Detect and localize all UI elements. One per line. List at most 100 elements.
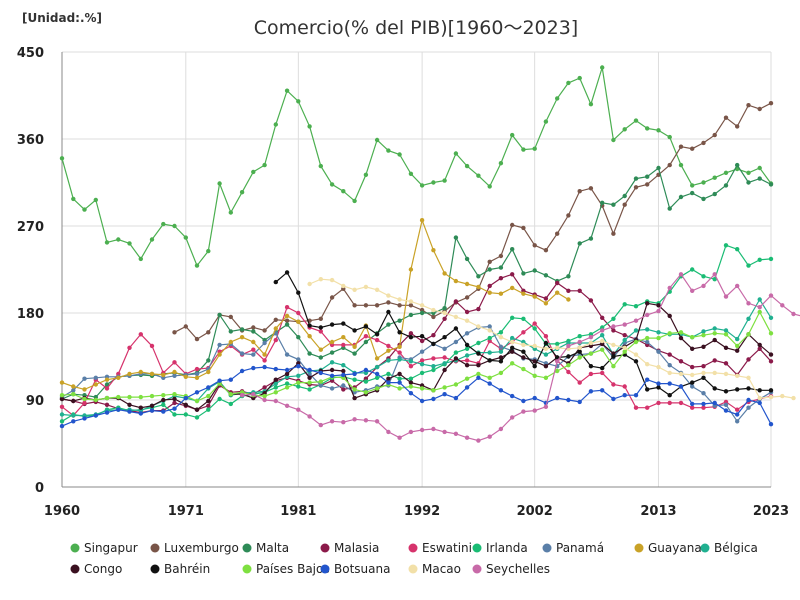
data-point xyxy=(735,336,740,342)
data-point xyxy=(453,350,459,355)
data-point xyxy=(363,390,369,395)
data-point xyxy=(273,366,278,372)
data-point xyxy=(577,380,582,385)
data-point xyxy=(217,342,222,348)
data-point xyxy=(543,346,549,351)
data-point xyxy=(217,181,222,186)
y-tick-label: 270 xyxy=(17,220,44,235)
data-point xyxy=(93,382,99,387)
data-point xyxy=(464,363,470,368)
data-point xyxy=(431,367,436,373)
data-point xyxy=(690,288,695,293)
data-point xyxy=(59,396,65,402)
legend-item[interactable]: Guayana xyxy=(634,541,702,555)
legend-item[interactable]: Bahréin xyxy=(150,562,211,576)
data-point xyxy=(498,291,504,296)
data-point xyxy=(656,330,661,335)
data-point xyxy=(566,274,571,279)
data-point xyxy=(723,345,729,350)
legend-item[interactable]: Congo xyxy=(70,562,123,576)
data-point xyxy=(532,343,537,349)
data-point xyxy=(757,165,762,171)
data-point xyxy=(464,281,470,287)
legend-marker xyxy=(242,543,252,553)
data-point xyxy=(307,334,312,339)
data-point xyxy=(757,400,762,406)
data-point xyxy=(71,388,76,393)
legend-label: Congo xyxy=(84,562,122,576)
data-point xyxy=(735,373,740,378)
legend-item[interactable]: Irlanda xyxy=(472,541,528,555)
data-point xyxy=(239,351,245,356)
data-point xyxy=(757,106,762,112)
data-point xyxy=(161,221,166,227)
data-point xyxy=(228,339,233,345)
data-point xyxy=(622,337,627,343)
data-point xyxy=(690,146,695,151)
data-point xyxy=(284,367,290,373)
data-point xyxy=(768,388,774,393)
data-point xyxy=(498,335,504,340)
data-point xyxy=(307,281,312,287)
data-point xyxy=(701,391,706,396)
data-point xyxy=(768,256,774,262)
data-point xyxy=(296,335,301,340)
legend-item[interactable]: Panamá xyxy=(542,541,605,555)
data-point xyxy=(284,403,290,408)
legend-item[interactable]: Malta xyxy=(242,541,290,555)
data-point xyxy=(82,400,87,406)
data-point xyxy=(464,376,470,381)
legend-item[interactable]: Bélgica xyxy=(700,541,758,555)
data-point xyxy=(498,344,504,349)
series-12 xyxy=(59,364,774,429)
legend-item[interactable]: Macao xyxy=(408,562,462,576)
data-point xyxy=(442,429,447,435)
data-point xyxy=(318,370,323,376)
legend-item[interactable]: Luxemburgo xyxy=(150,541,239,555)
data-point xyxy=(543,340,549,346)
data-point xyxy=(273,279,278,285)
data-point xyxy=(453,356,459,361)
data-point xyxy=(228,392,233,397)
data-point xyxy=(59,393,65,398)
data-point xyxy=(464,256,470,262)
data-point xyxy=(363,303,369,308)
data-point xyxy=(442,335,447,340)
data-point xyxy=(498,426,504,432)
data-point xyxy=(510,415,515,420)
data-point xyxy=(690,183,695,188)
data-point xyxy=(566,397,571,403)
data-point xyxy=(600,328,605,333)
data-point xyxy=(464,346,470,351)
data-point xyxy=(149,408,155,413)
data-point xyxy=(656,335,661,341)
data-point xyxy=(678,359,684,364)
data-point xyxy=(611,231,616,236)
legend-item[interactable]: Seychelles xyxy=(472,562,551,576)
legend-item[interactable]: Singapur xyxy=(70,541,138,555)
data-point xyxy=(93,375,99,380)
data-point xyxy=(633,405,639,410)
data-point xyxy=(71,419,76,424)
data-point xyxy=(273,377,278,382)
data-point xyxy=(678,400,684,406)
legend-item[interactable]: Eswatini xyxy=(408,541,472,555)
legend-label: Panamá xyxy=(556,541,604,555)
data-point xyxy=(408,384,414,389)
legend-item[interactable]: Países Bajos xyxy=(242,562,330,576)
data-point xyxy=(735,419,740,424)
data-point xyxy=(510,349,515,354)
data-point xyxy=(149,403,155,408)
data-point xyxy=(521,398,526,404)
data-point xyxy=(521,409,526,414)
data-point xyxy=(138,369,143,375)
legend-item[interactable]: Malasia xyxy=(320,541,380,555)
data-point xyxy=(645,174,650,179)
data-point xyxy=(71,398,76,404)
data-point xyxy=(71,392,76,397)
legend-label: Malasia xyxy=(334,541,379,555)
legend[interactable]: Singapur Luxemburgo Malta Malasia Eswatini Ir… xyxy=(70,541,758,576)
legend-item[interactable]: Botsuana xyxy=(320,562,391,576)
series-line xyxy=(61,310,772,402)
data-point xyxy=(352,344,357,349)
